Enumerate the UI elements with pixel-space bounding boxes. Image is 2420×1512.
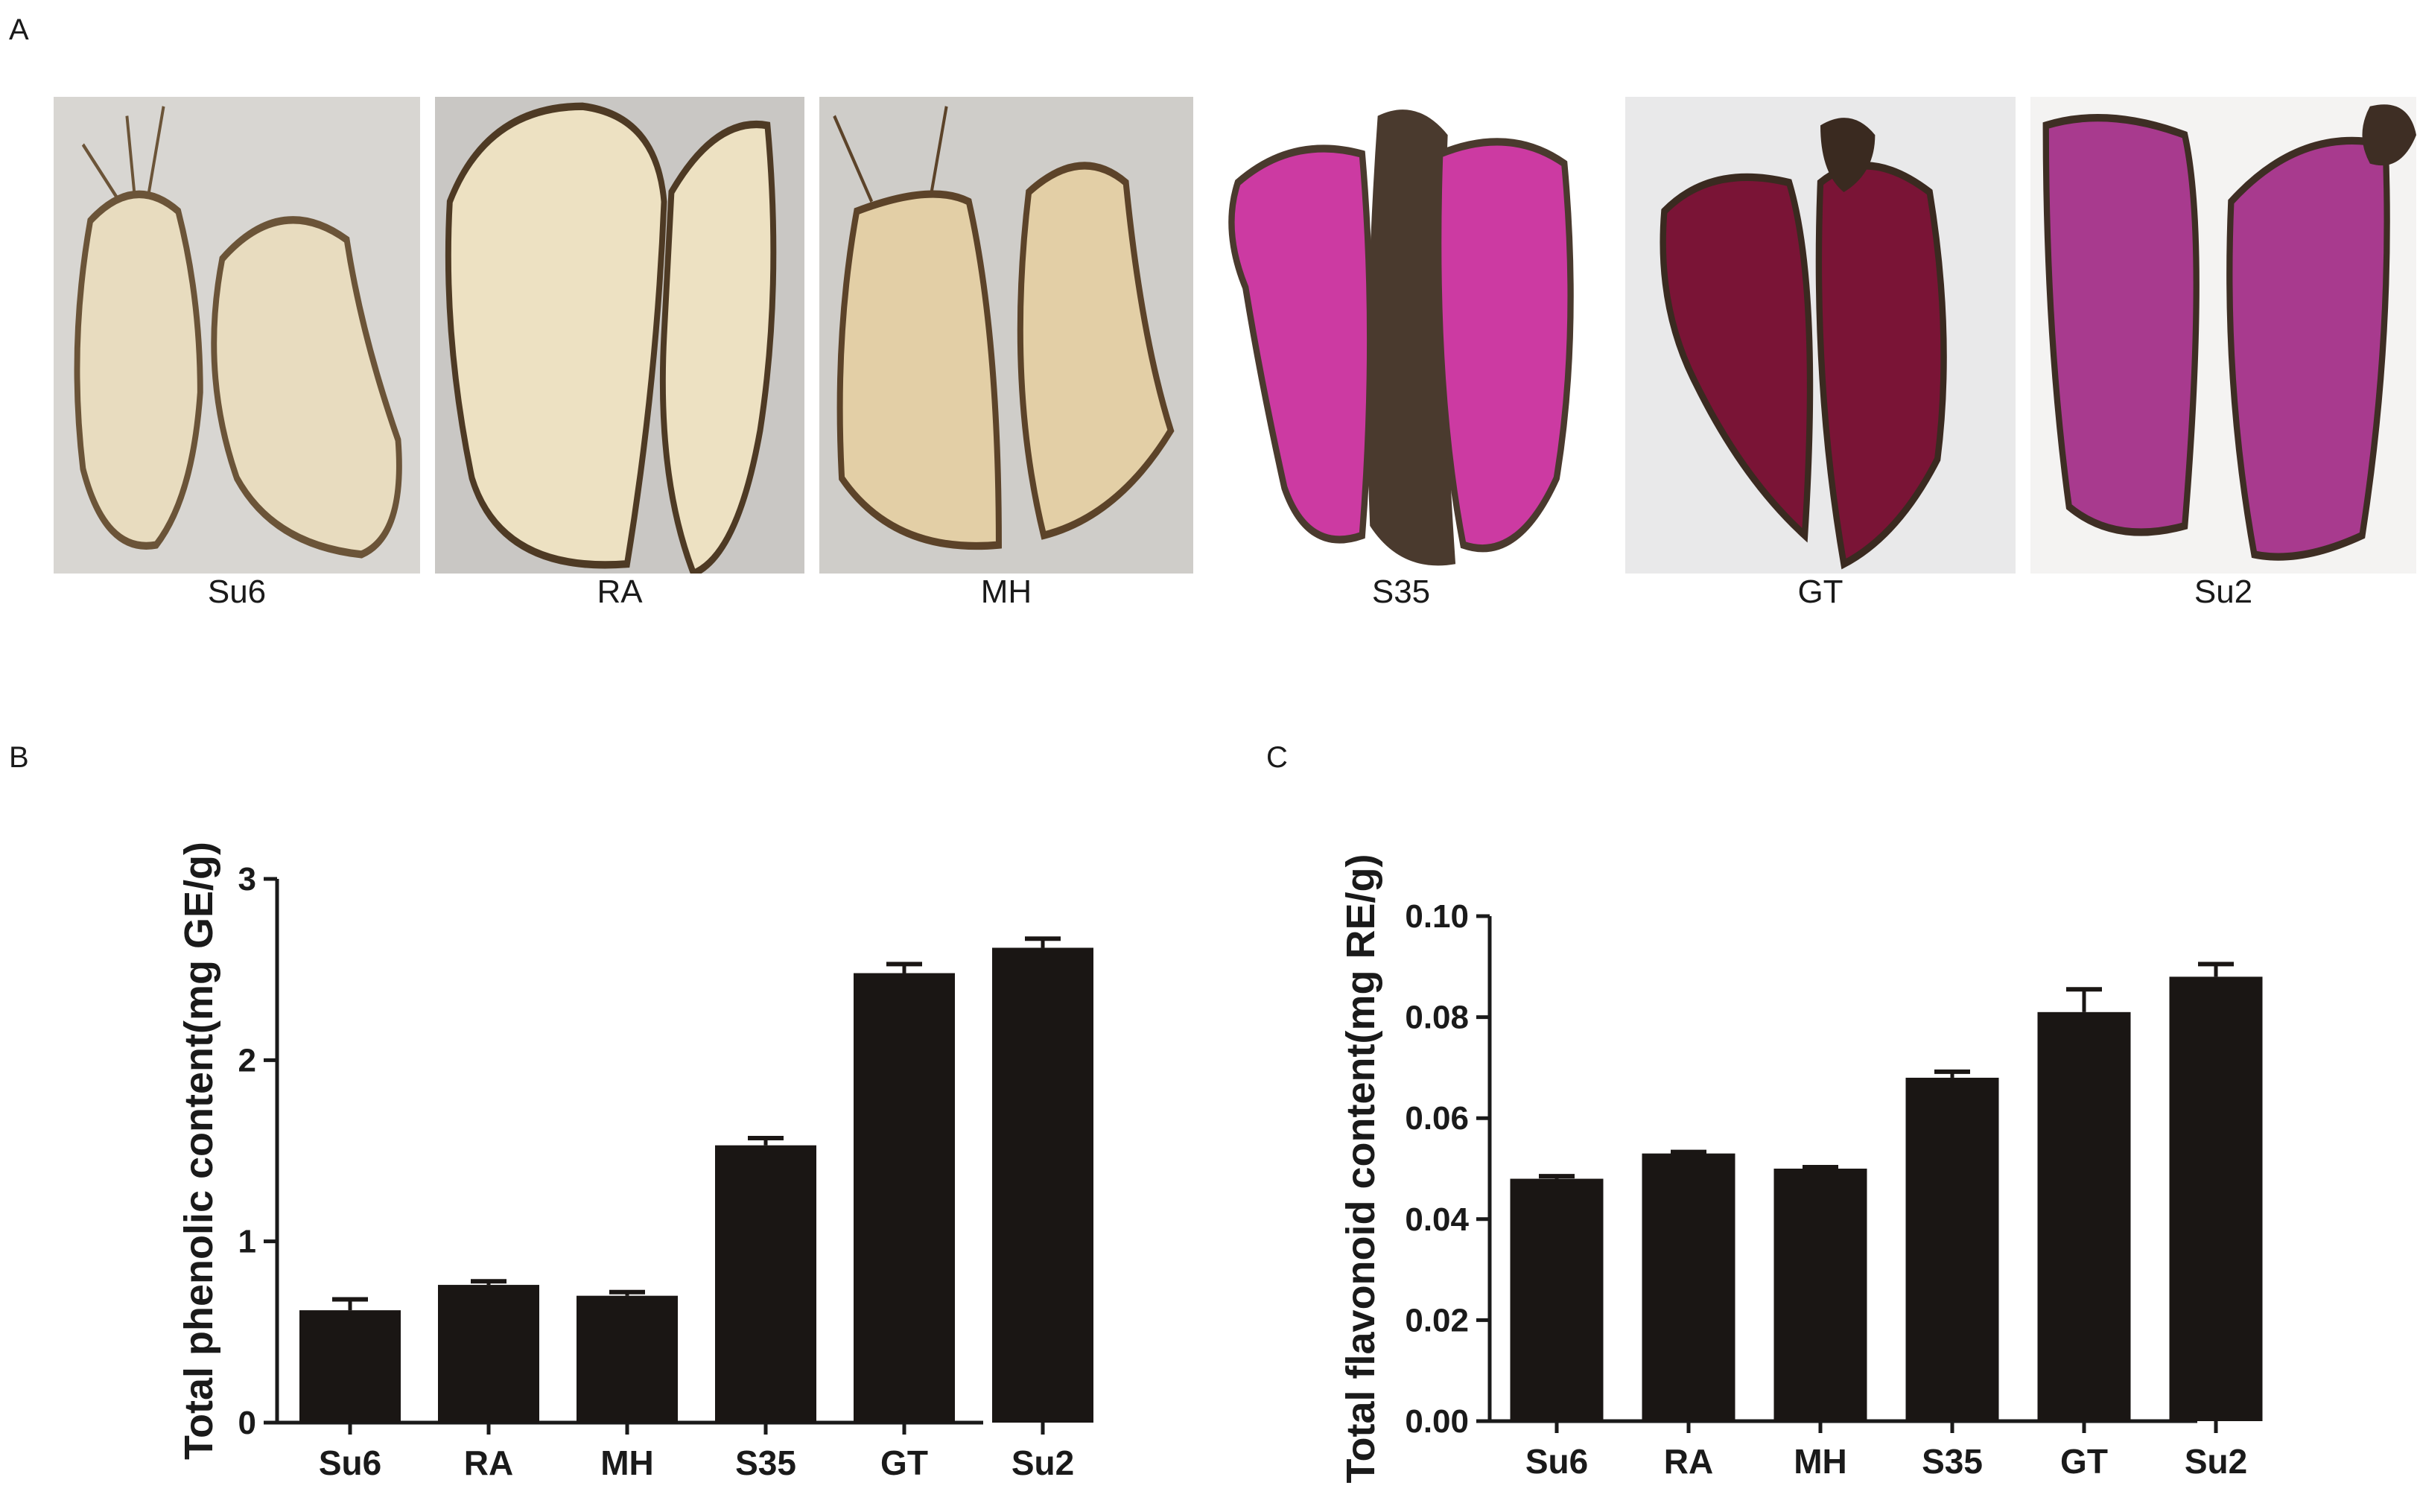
bar (1905, 1077, 1999, 1421)
x-tick-label: GT (880, 1443, 928, 1482)
x-tick-label: Su2 (1011, 1443, 1074, 1482)
x-tick-label: RA (464, 1443, 513, 1482)
bar (1510, 1178, 1604, 1421)
sample-label-ra: RA (597, 574, 643, 610)
x-tick-label: S35 (735, 1443, 796, 1482)
flavonoid-chart: 0.00 0.02 0.04 0.06 0.08 0.10 Total flavonoid … (1338, 854, 2263, 1484)
tuber-photo-s35 (1207, 97, 1595, 574)
bar (2169, 976, 2263, 1421)
y-tick-label: 0.06 (1405, 1100, 1469, 1137)
y-tick-label: 0.00 (1405, 1403, 1469, 1440)
panel-label-a: A (9, 13, 29, 46)
bar (854, 973, 955, 1423)
phenolic-chart: 0 1 2 3 Total phenolic content(mg GE/g) Su6 RA… (177, 842, 1093, 1482)
y-tick-label: 0.02 (1405, 1302, 1469, 1338)
y-tick-label: 3 (238, 861, 256, 898)
sample-label-gt: GT (1797, 574, 1843, 610)
bar (577, 1295, 678, 1423)
x-tick-label: Su2 (2185, 1442, 2247, 1481)
tuber-photo-gt (1625, 97, 2016, 574)
sample-label-s35: S35 (1371, 574, 1431, 610)
x-tick-label: Su6 (1525, 1442, 1588, 1481)
y-tick-label: 0.08 (1405, 1000, 1469, 1036)
x-tick-label: S35 (1922, 1442, 1983, 1481)
y-axis-title: Total phenolic content(mg GE/g) (177, 842, 221, 1460)
bar (715, 1145, 816, 1423)
x-tick-label: Su6 (319, 1443, 381, 1482)
tuber-photo-ra (435, 97, 804, 574)
bar (992, 947, 1093, 1423)
bar (1773, 1169, 1867, 1421)
panel-label-c: C (1266, 741, 1288, 774)
bar (1642, 1153, 1735, 1421)
sample-label-su2: Su2 (2194, 574, 2253, 610)
bar (2037, 1011, 2131, 1421)
tuber-photo-su6 (54, 97, 420, 574)
sample-label-mh: MH (980, 574, 1032, 610)
panel-label-b: B (9, 741, 29, 774)
bar (438, 1285, 539, 1423)
y-tick-label: 2 (238, 1042, 256, 1079)
x-tick-label: RA (1664, 1442, 1713, 1481)
x-tick-label: MH (1794, 1442, 1847, 1481)
sample-label-su6: Su6 (207, 574, 267, 610)
y-axis-title: Total flavonoid content(mg RE/g) (1338, 854, 1383, 1484)
tuber-photo-mh (819, 97, 1193, 574)
y-tick-label: 0.10 (1405, 898, 1469, 935)
y-tick-label: 1 (238, 1224, 256, 1260)
x-tick-label: MH (600, 1443, 654, 1482)
x-tick-label: GT (2060, 1442, 2108, 1481)
y-tick-label: 0.04 (1405, 1201, 1469, 1238)
bar (299, 1310, 401, 1423)
tuber-photo-su2 (2030, 97, 2416, 574)
y-tick-label: 0 (238, 1405, 256, 1441)
